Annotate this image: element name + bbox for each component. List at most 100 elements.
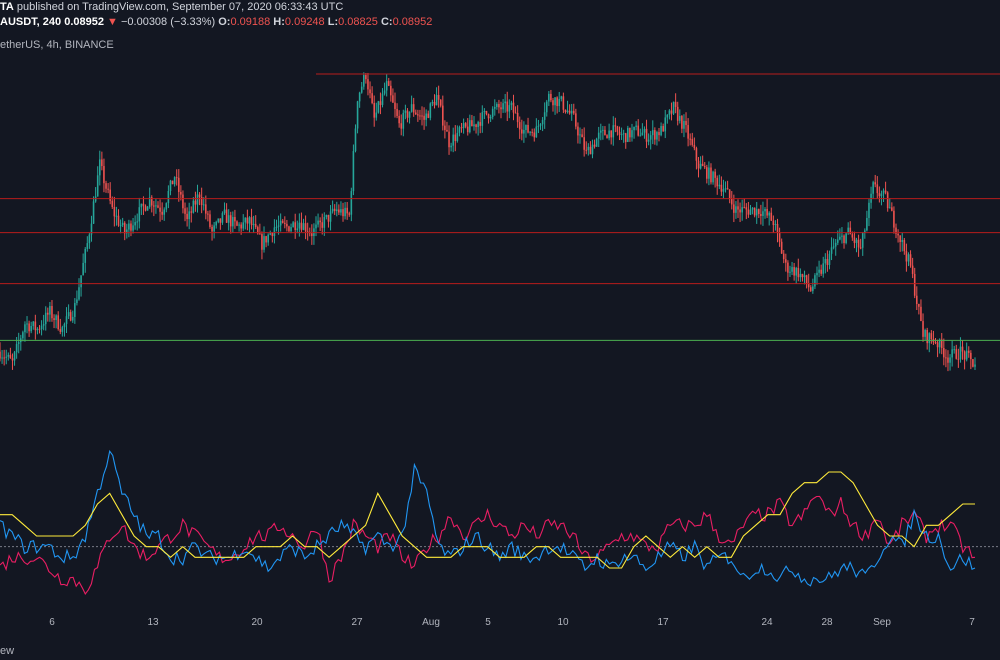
candle-body: [548, 93, 550, 102]
candle-body: [493, 106, 496, 109]
candle-body: [65, 316, 68, 324]
candle-body: [365, 75, 367, 80]
candle-body: [726, 188, 729, 190]
x-tick-label: 7: [969, 617, 975, 628]
candle-body: [477, 122, 479, 128]
candle-body: [506, 101, 509, 112]
candle-body: [712, 171, 714, 183]
candle-body: [920, 306, 922, 322]
candle-body: [469, 120, 471, 133]
candle-body: [589, 146, 592, 155]
candle-body: [92, 201, 95, 224]
candle-body: [232, 217, 234, 227]
candle-body: [654, 130, 656, 140]
candle-body: [381, 93, 384, 105]
x-tick-label: 27: [351, 617, 363, 628]
candle-body: [130, 223, 132, 231]
candle-body: [387, 81, 390, 86]
candle-body: [286, 223, 288, 227]
close-label: C:: [380, 16, 393, 28]
candle-body: [171, 180, 174, 185]
candle-body: [504, 101, 506, 104]
candle-body: [292, 222, 294, 228]
candle-body: [965, 350, 968, 360]
candle-body: [435, 94, 438, 106]
candle-body: [903, 240, 906, 252]
candle-body: [737, 206, 739, 210]
candle-body: [735, 206, 737, 213]
publish-info: TA published on TradingView.com, Septemb…: [0, 1, 343, 13]
candle-body: [15, 344, 18, 353]
x-tick-label: 24: [761, 617, 773, 628]
candle-body: [263, 236, 265, 250]
candle-body: [629, 127, 631, 138]
candle-body: [521, 129, 523, 134]
candle-body: [404, 110, 407, 113]
candle-body: [53, 318, 55, 320]
last-price: 0.08952: [64, 16, 104, 28]
candle-body: [180, 191, 182, 195]
candle-body: [132, 225, 134, 231]
candle-body: [529, 131, 531, 133]
candle-body: [918, 303, 920, 307]
candle-body: [888, 207, 891, 209]
candle-body: [886, 192, 889, 209]
candle-body: [186, 213, 188, 220]
candle-body: [543, 112, 546, 120]
candle-body: [743, 207, 746, 209]
candle-body: [876, 184, 879, 194]
candle-body: [645, 128, 648, 142]
candle-body: [585, 149, 588, 151]
candle-body: [647, 139, 650, 142]
candle-body: [620, 134, 623, 136]
candle-body: [793, 267, 795, 276]
candle-body: [86, 243, 89, 249]
candle-body: [47, 312, 49, 315]
candle-body: [473, 124, 475, 127]
candle-body: [38, 328, 41, 330]
candle-body: [633, 126, 635, 131]
candle-body: [697, 160, 700, 169]
candle-body: [57, 315, 60, 330]
candle-body: [290, 227, 292, 232]
candle-body: [787, 262, 789, 273]
candle-body: [525, 124, 527, 131]
candle-body: [627, 127, 629, 142]
candle-body: [874, 182, 877, 185]
candle-body: [643, 128, 646, 133]
candle-body: [348, 213, 351, 215]
candle-body: [622, 133, 625, 135]
candle-body: [431, 101, 434, 104]
candle-body: [766, 208, 768, 216]
candle-body: [26, 323, 28, 325]
candle-body: [335, 209, 338, 212]
candle-body: [818, 269, 820, 273]
candle-body: [427, 113, 430, 118]
x-tick-label: 5: [485, 617, 491, 628]
candle-body: [516, 112, 519, 123]
x-tick-label: Aug: [422, 617, 440, 628]
candle-body: [458, 127, 461, 133]
candle-body: [560, 96, 563, 99]
candle-body: [799, 273, 802, 278]
candle-body: [716, 177, 719, 187]
candle-body: [899, 235, 901, 243]
candle-body: [248, 217, 251, 224]
candle-body: [550, 93, 552, 101]
candle-body: [649, 135, 652, 140]
candle-body: [926, 330, 928, 344]
candle-body: [882, 190, 885, 194]
candle-body: [951, 349, 953, 358]
candle-body: [807, 283, 810, 288]
candle-body: [604, 129, 606, 136]
candle-body: [40, 325, 43, 330]
candle-body: [161, 211, 163, 215]
candle-body: [928, 333, 931, 344]
candle-body: [406, 110, 409, 118]
candle-body: [448, 131, 450, 148]
candle-body: [797, 267, 800, 278]
candle-body: [651, 130, 654, 136]
candle-body: [972, 359, 974, 367]
candle-body: [545, 101, 548, 113]
